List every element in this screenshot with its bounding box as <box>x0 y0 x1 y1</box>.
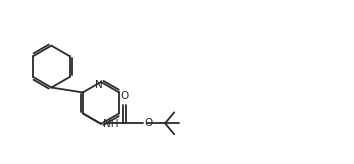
Text: N: N <box>95 80 103 90</box>
Text: NH: NH <box>103 119 119 129</box>
Text: O: O <box>144 118 152 128</box>
Text: O: O <box>120 91 129 101</box>
